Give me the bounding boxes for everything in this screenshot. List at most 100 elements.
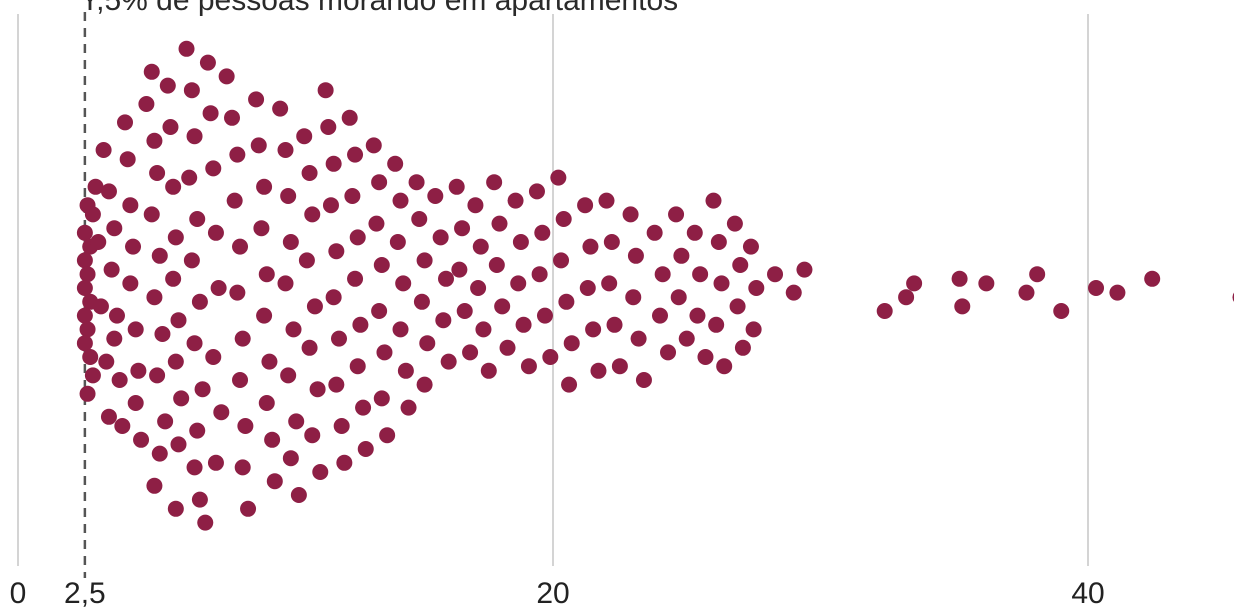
x-tick-label: 2,5	[64, 577, 106, 610]
data-point	[767, 266, 784, 283]
data-point	[352, 316, 369, 333]
x-tick-label: 20	[536, 577, 569, 610]
data-point	[454, 220, 471, 237]
data-point	[133, 431, 150, 448]
data-point	[692, 266, 709, 283]
data-point	[515, 316, 532, 333]
data-point	[582, 238, 599, 255]
data-point	[389, 234, 406, 250]
data-point	[555, 211, 572, 227]
data-point	[95, 142, 112, 158]
data-point	[181, 169, 198, 186]
data-point	[76, 335, 93, 352]
data-point	[234, 459, 251, 476]
data-point	[686, 224, 703, 241]
data-point	[689, 307, 706, 324]
data-point	[127, 395, 144, 411]
data-point	[510, 275, 527, 292]
data-point	[408, 174, 425, 191]
data-point	[635, 372, 652, 388]
data-point	[654, 266, 671, 283]
data-point	[480, 362, 497, 379]
data-point	[167, 353, 184, 370]
data-point	[199, 54, 216, 71]
data-point	[673, 247, 690, 264]
data-point	[710, 234, 727, 250]
data-point	[357, 441, 374, 457]
data-point	[705, 192, 722, 209]
data-point	[149, 367, 166, 384]
data-point	[472, 238, 489, 255]
data-point	[82, 349, 99, 365]
data-point	[716, 358, 733, 375]
data-point	[499, 339, 516, 356]
data-point	[336, 454, 353, 471]
data-point	[296, 128, 313, 145]
data-point	[486, 174, 503, 191]
data-point	[207, 454, 224, 471]
data-point	[491, 215, 508, 232]
data-point	[978, 275, 995, 292]
data-point	[713, 275, 730, 292]
data-point	[100, 408, 117, 425]
data-point	[349, 358, 366, 375]
data-point	[328, 376, 345, 393]
data-point	[258, 395, 275, 411]
data-point	[553, 252, 570, 269]
data-point	[76, 252, 93, 269]
data-point	[76, 224, 93, 241]
data-point	[347, 146, 364, 163]
data-point	[373, 390, 390, 407]
data-point	[149, 165, 166, 181]
data-point	[306, 298, 323, 315]
data-point	[183, 252, 200, 269]
data-point	[237, 418, 254, 434]
data-point	[1053, 303, 1070, 319]
data-point	[349, 229, 366, 246]
data-point	[304, 427, 321, 444]
data-point	[87, 178, 104, 195]
data-point	[341, 109, 358, 126]
data-point	[232, 238, 249, 255]
data-point	[411, 211, 428, 227]
data-point	[320, 119, 337, 135]
data-point	[726, 215, 743, 232]
data-point	[186, 128, 203, 145]
chart-title: Y,5% de pessoas morando em apartamentos	[80, 0, 678, 17]
data-point	[205, 349, 222, 365]
data-point	[745, 321, 762, 338]
data-point	[234, 330, 251, 347]
data-point	[732, 257, 749, 273]
data-point	[232, 372, 249, 388]
data-point	[197, 514, 214, 531]
data-point	[416, 376, 433, 393]
data-point	[253, 220, 270, 237]
data-point	[301, 339, 318, 356]
data-point	[288, 413, 305, 430]
x-axis-ticks: 0 2,5 20 40	[10, 577, 1105, 610]
data-point	[272, 100, 289, 117]
data-point	[1109, 284, 1126, 301]
data-point	[876, 303, 893, 319]
data-point	[183, 82, 200, 99]
data-point	[229, 146, 246, 163]
data-point	[585, 321, 602, 338]
data-point	[210, 280, 227, 296]
data-point	[154, 326, 171, 342]
gridlines	[17, 14, 1089, 566]
data-point	[165, 178, 182, 195]
data-point	[127, 321, 144, 338]
data-point	[151, 445, 168, 462]
data-point	[456, 303, 473, 319]
data-point	[250, 137, 267, 154]
data-point	[92, 298, 109, 315]
data-point	[167, 229, 184, 246]
data-point	[646, 224, 663, 241]
data-point	[167, 500, 184, 517]
data-point	[108, 307, 125, 324]
data-point	[162, 119, 179, 135]
data-point	[355, 399, 372, 416]
data-point	[392, 321, 409, 338]
data-point	[159, 77, 176, 94]
data-point	[462, 344, 479, 361]
